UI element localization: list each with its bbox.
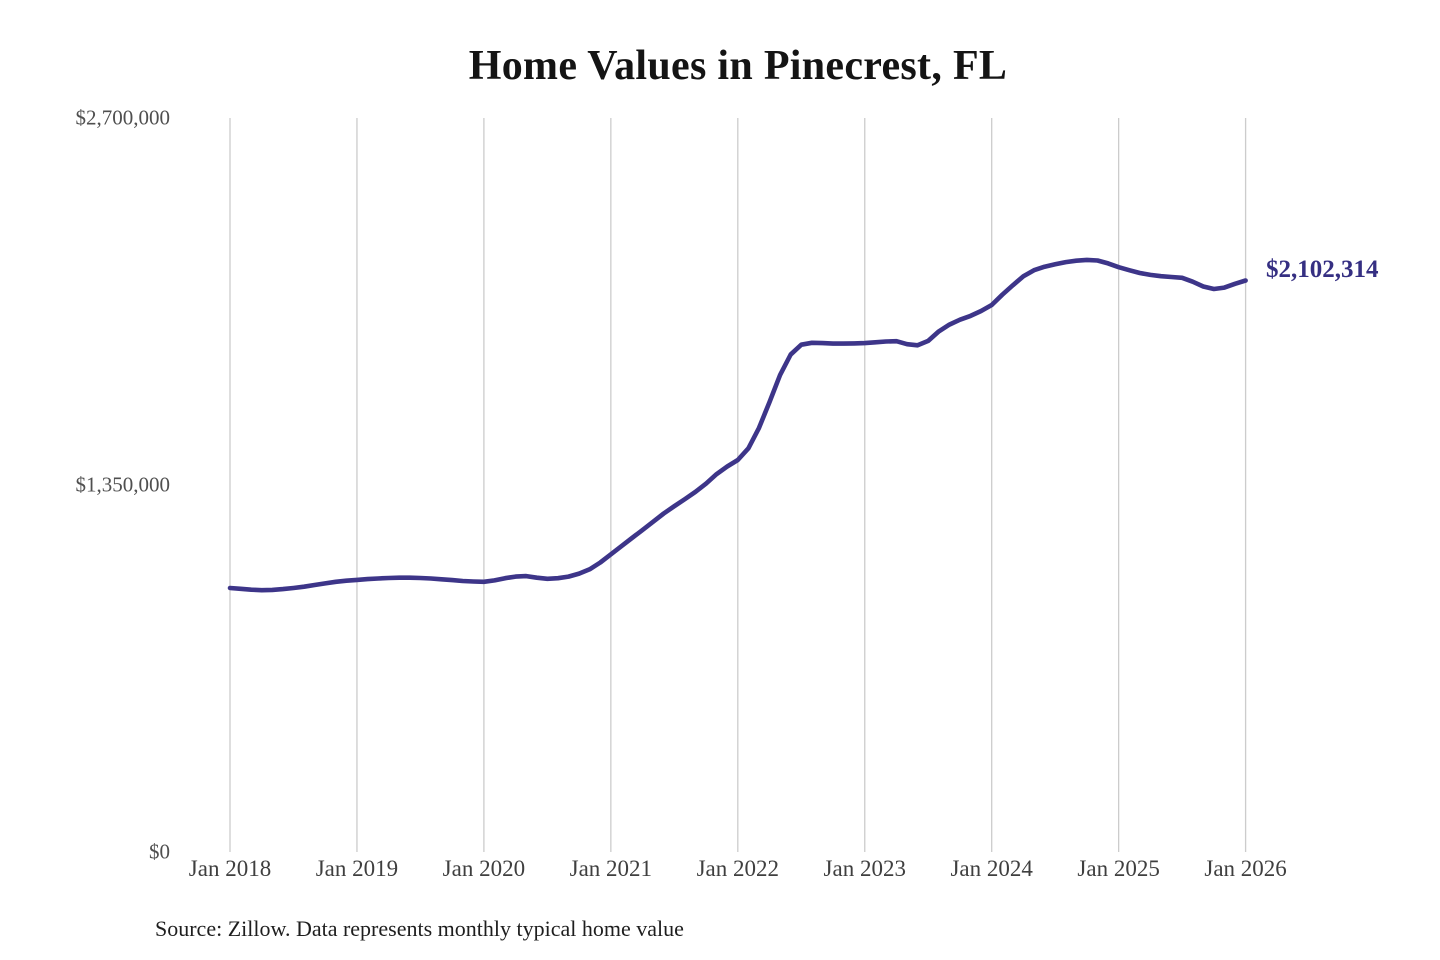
x-tick-label: Jan 2021 xyxy=(569,856,653,881)
x-tick-label: Jan 2023 xyxy=(823,856,906,881)
x-tick-label: Jan 2022 xyxy=(696,856,780,881)
x-tick-label: Jan 2025 xyxy=(1077,856,1160,881)
current-value-label: $2,102,314 xyxy=(1266,256,1379,283)
chart-title: Home Values in Pinecrest, FL xyxy=(468,43,1008,89)
y-tick-label: $2,700,000 xyxy=(75,105,171,130)
source-note: Source: Zillow. Data represents monthly … xyxy=(155,916,684,941)
y-tick-label: $0 xyxy=(149,839,170,864)
x-tick-label: Jan 2018 xyxy=(188,856,272,881)
home-value-line xyxy=(227,257,1248,593)
x-tick-label: Jan 2019 xyxy=(315,856,399,881)
x-tick-label: Jan 2024 xyxy=(950,856,1033,881)
x-tick-label: Jan 2026 xyxy=(1204,856,1287,881)
y-tick-label: $1,350,000 xyxy=(75,472,171,497)
x-tick-label: Jan 2020 xyxy=(442,856,526,881)
